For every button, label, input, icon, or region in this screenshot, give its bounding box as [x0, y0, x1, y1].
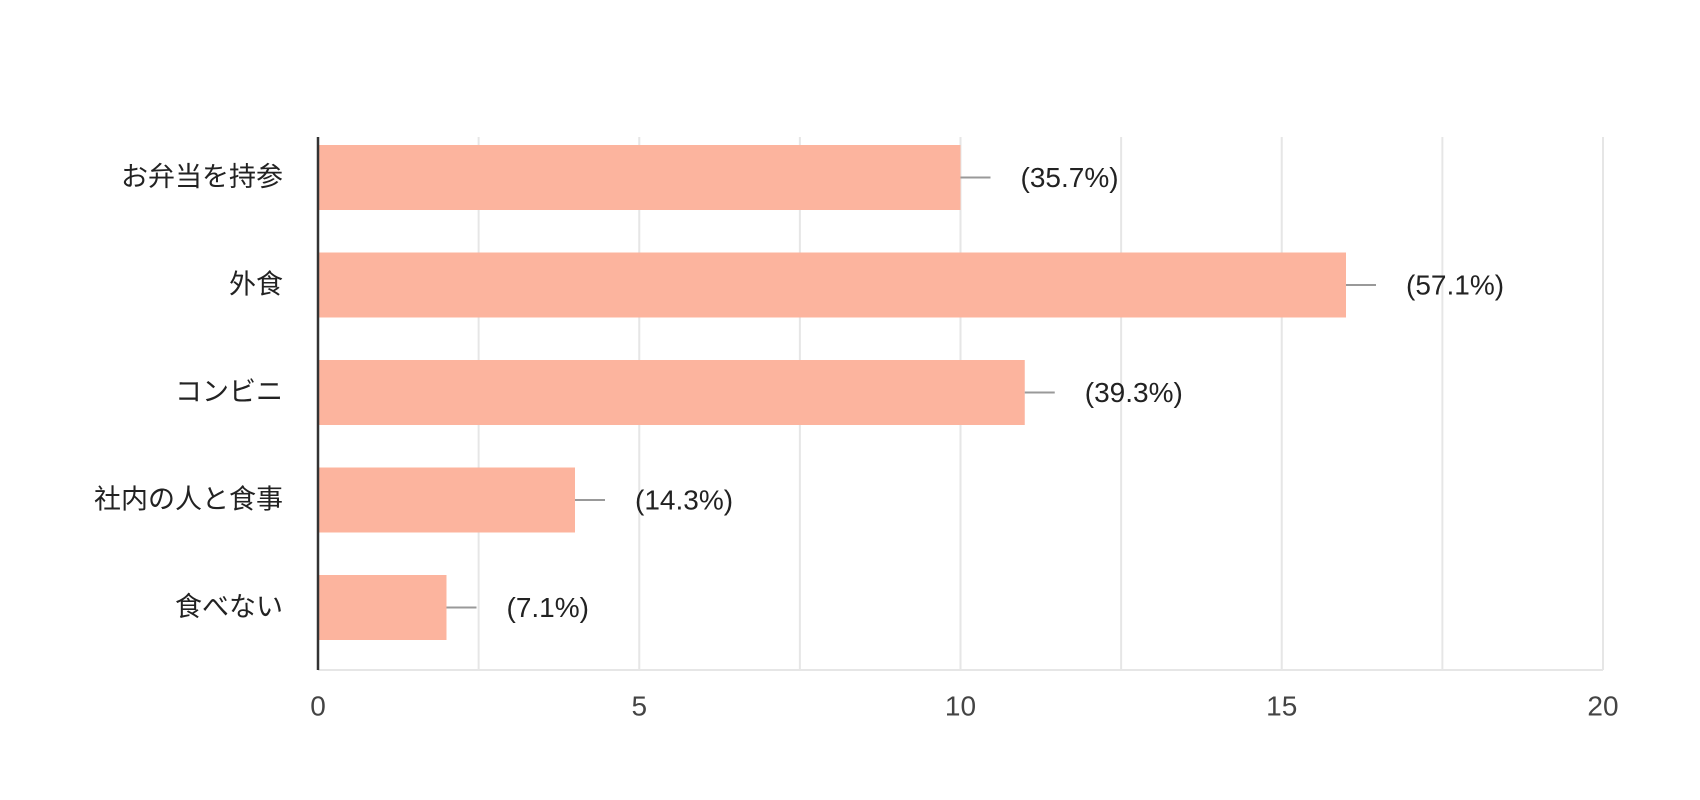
bar: [318, 467, 575, 533]
bar: [318, 575, 447, 640]
category-label: お弁当を持参: [121, 162, 283, 193]
x-tick-label: 5: [631, 691, 647, 722]
category-label: 社内の人と食事: [94, 485, 283, 516]
grid-layer: [318, 137, 1604, 671]
data-label: (57.1%): [1406, 270, 1504, 301]
x-tick-label: 10: [945, 691, 976, 722]
bars-layer: [318, 145, 1376, 640]
bar: [318, 360, 1025, 425]
bar: [318, 145, 961, 210]
category-label: 食べない: [175, 592, 283, 623]
data-label: (35.7%): [1021, 162, 1119, 193]
data-label: (14.3%): [635, 485, 733, 516]
labels-layer: (35.7%) お弁当を持参 (57.1%) 外食 (39.3%) コンビニ (14.3%)…: [94, 162, 1619, 722]
x-tick-label: 15: [1266, 691, 1297, 722]
category-label: 外食: [229, 270, 283, 301]
data-label: (39.3%): [1085, 377, 1183, 408]
data-label: (7.1%): [507, 592, 589, 623]
category-label: コンビニ: [175, 377, 283, 408]
x-tick-label: 0: [310, 691, 326, 722]
bar: [318, 252, 1346, 318]
x-tick-label: 20: [1587, 691, 1618, 722]
